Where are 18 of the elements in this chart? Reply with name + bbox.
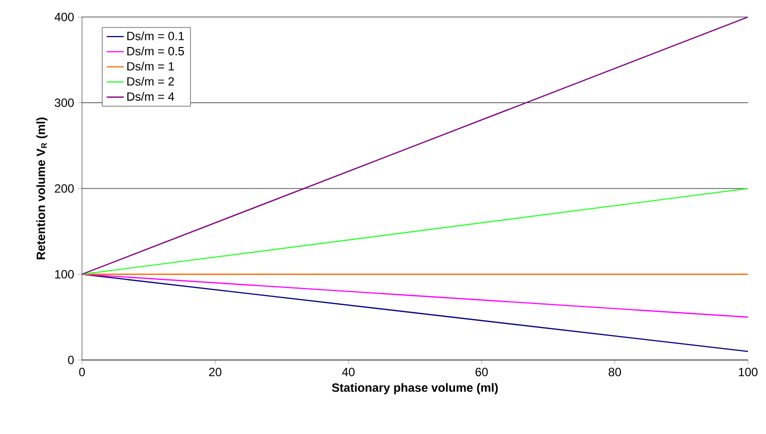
x-axis-title: Stationary phase volume (ml) [332, 383, 498, 394]
y-tick-label: 100 [55, 270, 74, 278]
legend-label: Ds/m = 1 [127, 62, 174, 71]
y-tick-label: 0 [68, 356, 74, 364]
y-tick-label: 400 [54, 12, 74, 22]
y-tick-label: 200 [54, 184, 74, 193]
y-tick-label: 300 [54, 98, 74, 107]
y-axis-title: Retention volume V$_{R}$ (ml) [36, 118, 48, 260]
x-tick-label: 60 [476, 368, 488, 376]
legend-label: Ds/m = 4 [127, 92, 174, 101]
legend-label: Ds/m = 0.1 [127, 31, 184, 40]
x-tick-label: 100 [738, 368, 758, 376]
x-tick-label: 80 [608, 368, 621, 376]
x-tick-label: 40 [342, 368, 355, 376]
legend-label: Ds/m = 0.5 [127, 46, 184, 56]
x-tick-label: 20 [209, 368, 222, 376]
x-tick-label: 0 [79, 368, 85, 376]
legend-label: Ds/m = 2 [127, 76, 174, 86]
